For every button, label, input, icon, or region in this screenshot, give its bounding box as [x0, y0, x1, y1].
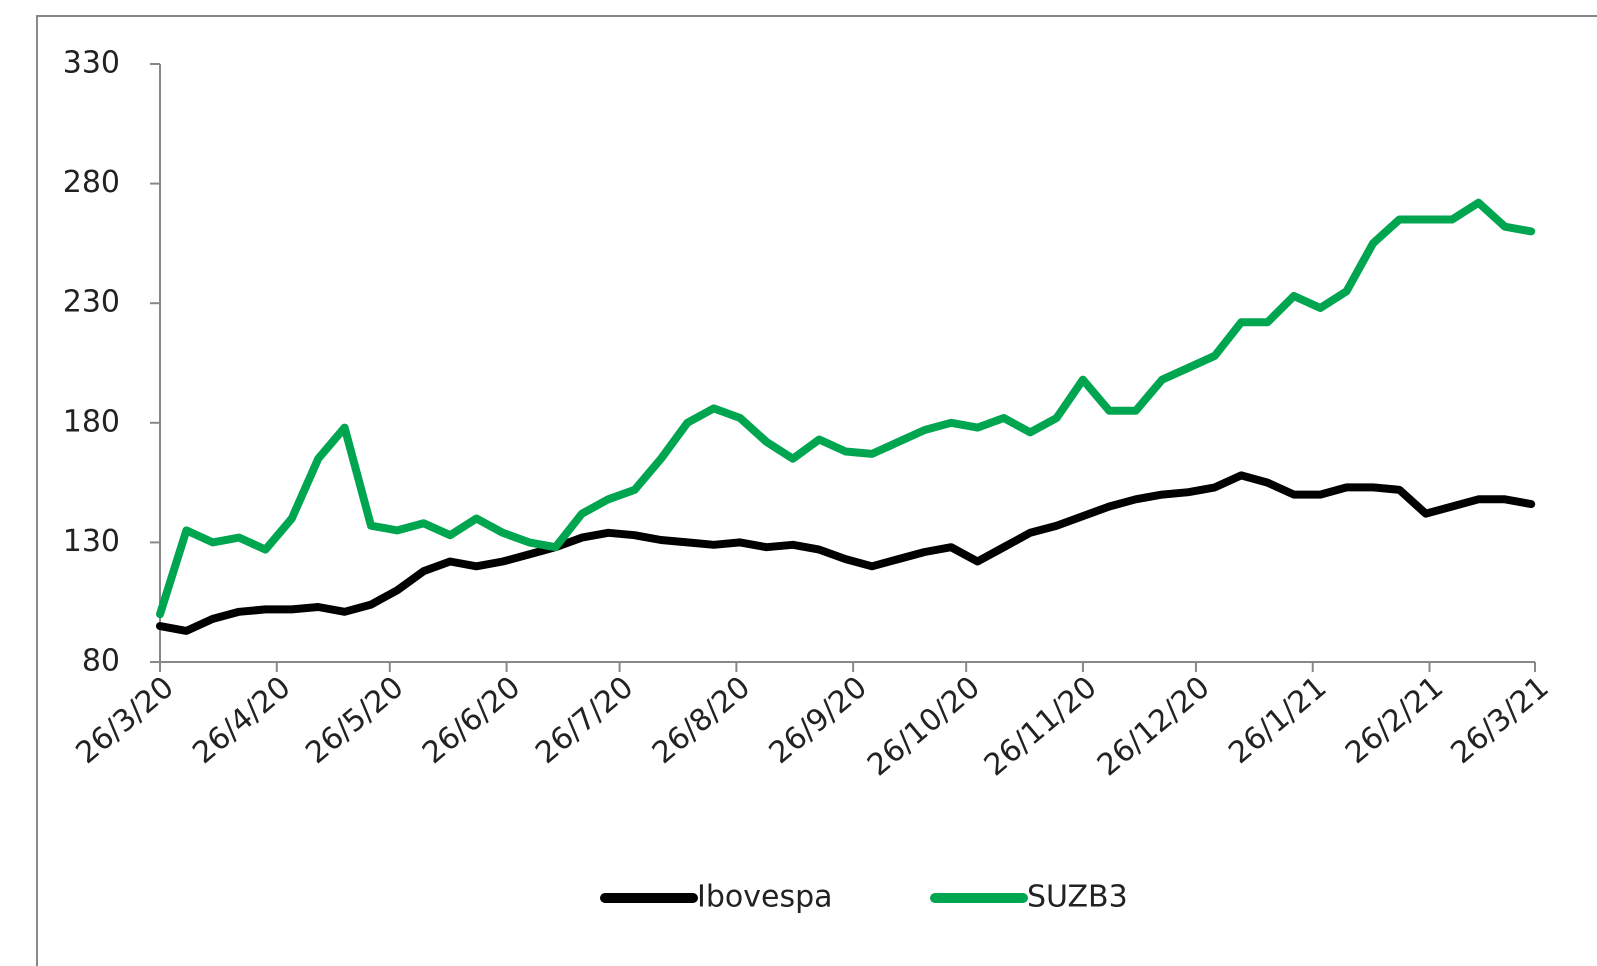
y-tick-label: 180	[63, 404, 120, 439]
legend-label: Ibovespa	[697, 880, 833, 915]
line	[156, 198, 1536, 619]
y-tick-label: 280	[63, 165, 120, 200]
line	[156, 471, 1536, 635]
legend-label: SUZB3	[1027, 880, 1128, 915]
y-tick-label: 230	[63, 285, 120, 320]
y-tick-label: 130	[63, 524, 120, 559]
y-tick-label: 80	[82, 644, 120, 679]
y-tick-label: 330	[63, 46, 120, 81]
